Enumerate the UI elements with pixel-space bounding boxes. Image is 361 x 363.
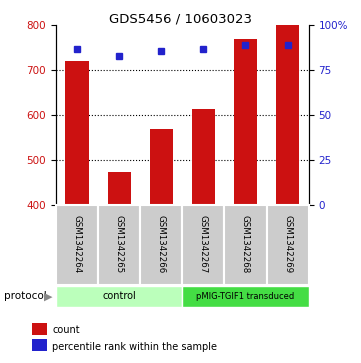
Text: GSM1342268: GSM1342268 [241, 215, 250, 273]
Bar [56, 205, 98, 285]
Bar [65, 61, 88, 205]
Text: percentile rank within the sample: percentile rank within the sample [52, 342, 217, 352]
Bar [56, 286, 182, 307]
Text: GDS5456 / 10603023: GDS5456 / 10603023 [109, 13, 252, 26]
Text: control: control [102, 291, 136, 301]
Text: ▶: ▶ [44, 291, 53, 301]
Bar [276, 25, 299, 205]
Text: GSM1342267: GSM1342267 [199, 215, 208, 273]
Bar [266, 205, 309, 285]
Text: GSM1342264: GSM1342264 [73, 215, 82, 273]
Bar [225, 205, 266, 285]
Bar [182, 205, 225, 285]
Bar [108, 172, 131, 205]
Text: GSM1342266: GSM1342266 [157, 215, 166, 273]
Bar [140, 205, 182, 285]
Text: GSM1342265: GSM1342265 [115, 215, 123, 273]
Text: GSM1342269: GSM1342269 [283, 215, 292, 273]
Text: count: count [52, 325, 80, 335]
Text: pMIG-TGIF1 transduced: pMIG-TGIF1 transduced [196, 292, 295, 301]
Text: protocol: protocol [4, 291, 46, 301]
Bar [182, 286, 309, 307]
Bar [234, 39, 257, 205]
Bar [150, 129, 173, 205]
Bar [192, 109, 215, 205]
Bar [98, 205, 140, 285]
